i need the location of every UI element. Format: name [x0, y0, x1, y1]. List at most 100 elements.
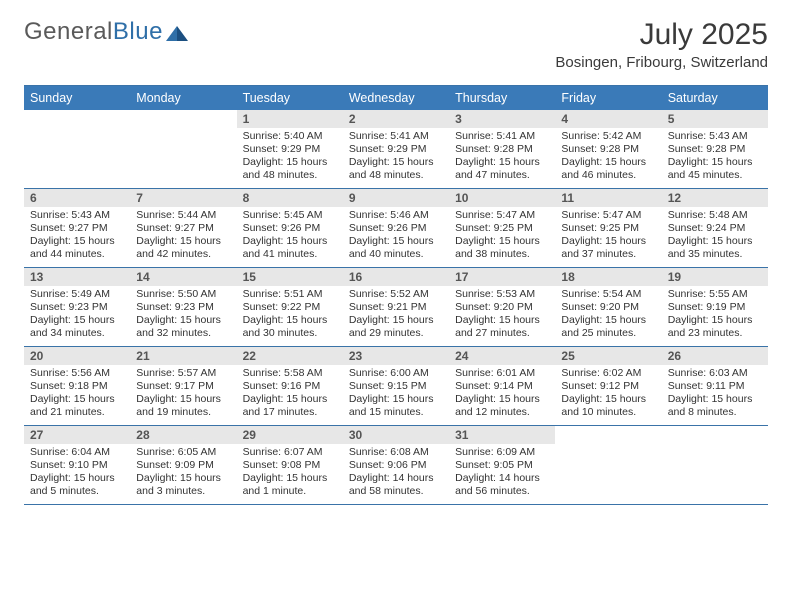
day-cell: 1Sunrise: 5:40 AMSunset: 9:29 PMDaylight… [237, 110, 343, 188]
day-details: Sunrise: 6:04 AMSunset: 9:10 PMDaylight:… [24, 444, 130, 503]
week-row: 1Sunrise: 5:40 AMSunset: 9:29 PMDaylight… [24, 110, 768, 189]
day-details: Sunrise: 5:55 AMSunset: 9:19 PMDaylight:… [662, 286, 768, 345]
day-line-dl1: Daylight: 15 hours [455, 156, 549, 169]
day-number: 24 [449, 347, 555, 365]
day-line-sunset: Sunset: 9:28 PM [455, 143, 549, 156]
day-line-dl1: Daylight: 15 hours [243, 472, 337, 485]
header: GeneralBlue July 2025 Bosingen, Fribourg… [24, 18, 768, 71]
day-details: Sunrise: 5:46 AMSunset: 9:26 PMDaylight:… [343, 207, 449, 266]
day-details: Sunrise: 5:43 AMSunset: 9:27 PMDaylight:… [24, 207, 130, 266]
day-line-sunrise: Sunrise: 5:49 AM [30, 288, 124, 301]
day-details: Sunrise: 5:53 AMSunset: 9:20 PMDaylight:… [449, 286, 555, 345]
day-line-dl1: Daylight: 15 hours [243, 314, 337, 327]
day-line-sunrise: Sunrise: 5:54 AM [561, 288, 655, 301]
weekday-header: Monday [130, 86, 236, 110]
day-number: 31 [449, 426, 555, 444]
day-number: 30 [343, 426, 449, 444]
day-number: 29 [237, 426, 343, 444]
day-line-dl1: Daylight: 15 hours [668, 156, 762, 169]
day-cell: 27Sunrise: 6:04 AMSunset: 9:10 PMDayligh… [24, 426, 130, 504]
day-line-dl2: and 17 minutes. [243, 406, 337, 419]
day-details: Sunrise: 6:08 AMSunset: 9:06 PMDaylight:… [343, 444, 449, 503]
day-cell: 29Sunrise: 6:07 AMSunset: 9:08 PMDayligh… [237, 426, 343, 504]
day-line-sunset: Sunset: 9:26 PM [243, 222, 337, 235]
day-cell: 6Sunrise: 5:43 AMSunset: 9:27 PMDaylight… [24, 189, 130, 267]
day-line-sunrise: Sunrise: 5:47 AM [455, 209, 549, 222]
day-line-dl2: and 3 minutes. [136, 485, 230, 498]
day-line-sunrise: Sunrise: 5:41 AM [455, 130, 549, 143]
day-line-sunrise: Sunrise: 5:50 AM [136, 288, 230, 301]
week-row: 20Sunrise: 5:56 AMSunset: 9:18 PMDayligh… [24, 347, 768, 426]
day-line-dl2: and 58 minutes. [349, 485, 443, 498]
day-line-dl1: Daylight: 15 hours [349, 235, 443, 248]
day-line-dl2: and 21 minutes. [30, 406, 124, 419]
day-details: Sunrise: 6:00 AMSunset: 9:15 PMDaylight:… [343, 365, 449, 424]
day-cell: 12Sunrise: 5:48 AMSunset: 9:24 PMDayligh… [662, 189, 768, 267]
day-details: Sunrise: 5:44 AMSunset: 9:27 PMDaylight:… [130, 207, 236, 266]
day-line-sunrise: Sunrise: 6:04 AM [30, 446, 124, 459]
day-line-dl2: and 56 minutes. [455, 485, 549, 498]
day-cell: 22Sunrise: 5:58 AMSunset: 9:16 PMDayligh… [237, 347, 343, 425]
weekday-header-row: Sunday Monday Tuesday Wednesday Thursday… [24, 86, 768, 110]
day-line-sunset: Sunset: 9:14 PM [455, 380, 549, 393]
day-line-dl1: Daylight: 15 hours [668, 393, 762, 406]
day-line-sunrise: Sunrise: 6:02 AM [561, 367, 655, 380]
day-cell: 16Sunrise: 5:52 AMSunset: 9:21 PMDayligh… [343, 268, 449, 346]
day-line-sunset: Sunset: 9:28 PM [561, 143, 655, 156]
day-line-dl2: and 34 minutes. [30, 327, 124, 340]
day-number: 26 [662, 347, 768, 365]
brand-part2: Blue [113, 18, 163, 46]
day-line-sunset: Sunset: 9:17 PM [136, 380, 230, 393]
day-number: 8 [237, 189, 343, 207]
day-number: 19 [662, 268, 768, 286]
weekday-header: Sunday [24, 86, 130, 110]
title-block: July 2025 Bosingen, Fribourg, Switzerlan… [555, 18, 768, 71]
day-cell [662, 426, 768, 504]
day-number: 9 [343, 189, 449, 207]
weekday-header: Friday [555, 86, 661, 110]
day-line-dl1: Daylight: 15 hours [243, 156, 337, 169]
day-line-sunrise: Sunrise: 5:43 AM [30, 209, 124, 222]
weekday-header: Tuesday [237, 86, 343, 110]
day-details: Sunrise: 5:43 AMSunset: 9:28 PMDaylight:… [662, 128, 768, 187]
day-line-dl1: Daylight: 15 hours [349, 393, 443, 406]
day-line-sunset: Sunset: 9:23 PM [136, 301, 230, 314]
day-line-sunset: Sunset: 9:25 PM [561, 222, 655, 235]
day-number: 11 [555, 189, 661, 207]
day-line-dl1: Daylight: 15 hours [30, 393, 124, 406]
weekday-header: Saturday [662, 86, 768, 110]
day-line-sunrise: Sunrise: 5:45 AM [243, 209, 337, 222]
day-cell: 24Sunrise: 6:01 AMSunset: 9:14 PMDayligh… [449, 347, 555, 425]
day-details: Sunrise: 5:58 AMSunset: 9:16 PMDaylight:… [237, 365, 343, 424]
day-details: Sunrise: 5:52 AMSunset: 9:21 PMDaylight:… [343, 286, 449, 345]
day-line-dl1: Daylight: 15 hours [349, 314, 443, 327]
day-details: Sunrise: 5:47 AMSunset: 9:25 PMDaylight:… [555, 207, 661, 266]
day-number: 15 [237, 268, 343, 286]
day-cell: 4Sunrise: 5:42 AMSunset: 9:28 PMDaylight… [555, 110, 661, 188]
day-line-sunrise: Sunrise: 6:05 AM [136, 446, 230, 459]
day-line-dl2: and 45 minutes. [668, 169, 762, 182]
day-line-sunrise: Sunrise: 5:46 AM [349, 209, 443, 222]
day-line-sunrise: Sunrise: 5:43 AM [668, 130, 762, 143]
day-line-dl1: Daylight: 15 hours [136, 314, 230, 327]
day-line-dl1: Daylight: 14 hours [349, 472, 443, 485]
brand-part1: General [24, 18, 113, 46]
week-row: 13Sunrise: 5:49 AMSunset: 9:23 PMDayligh… [24, 268, 768, 347]
day-line-sunset: Sunset: 9:24 PM [668, 222, 762, 235]
day-line-dl2: and 19 minutes. [136, 406, 230, 419]
day-line-dl2: and 48 minutes. [243, 169, 337, 182]
day-line-dl1: Daylight: 15 hours [243, 235, 337, 248]
day-line-dl1: Daylight: 15 hours [455, 314, 549, 327]
day-number: 18 [555, 268, 661, 286]
day-line-dl1: Daylight: 15 hours [561, 235, 655, 248]
day-line-sunset: Sunset: 9:18 PM [30, 380, 124, 393]
day-line-dl2: and 46 minutes. [561, 169, 655, 182]
day-line-dl2: and 32 minutes. [136, 327, 230, 340]
day-number: 12 [662, 189, 768, 207]
day-cell: 18Sunrise: 5:54 AMSunset: 9:20 PMDayligh… [555, 268, 661, 346]
day-cell: 10Sunrise: 5:47 AMSunset: 9:25 PMDayligh… [449, 189, 555, 267]
day-line-sunset: Sunset: 9:29 PM [349, 143, 443, 156]
calendar-page: GeneralBlue July 2025 Bosingen, Fribourg… [0, 0, 792, 529]
day-number: 20 [24, 347, 130, 365]
day-line-dl1: Daylight: 15 hours [668, 235, 762, 248]
